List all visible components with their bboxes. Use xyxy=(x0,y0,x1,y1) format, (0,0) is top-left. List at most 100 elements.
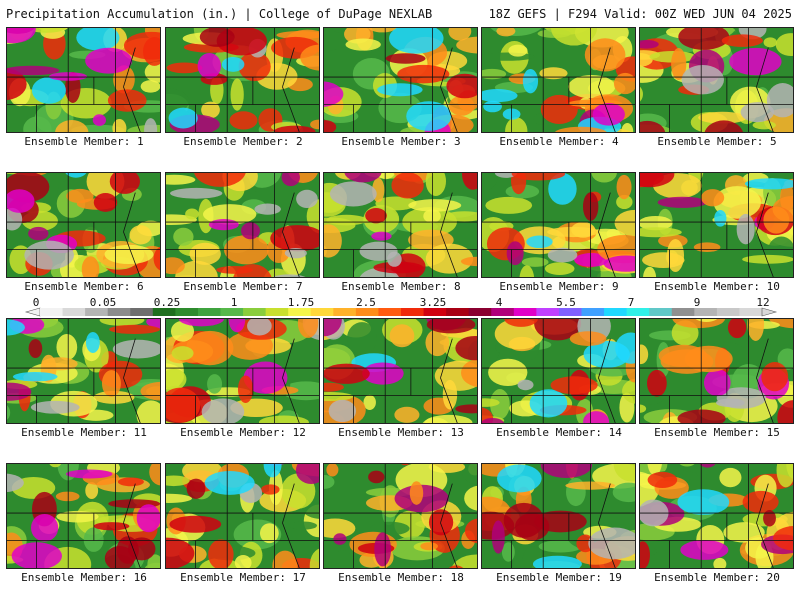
precip-field xyxy=(7,173,160,277)
colorbar-max-arrow xyxy=(761,307,778,317)
colorbar-tick-label: 2.5 xyxy=(356,296,376,309)
colorbar-swatch xyxy=(401,308,424,316)
run-info: 18Z GEFS | F294 Valid: 00Z WED JUN 04 20… xyxy=(488,7,792,21)
colorbar-tick-label: 5.5 xyxy=(556,296,576,309)
ensemble-map-4 xyxy=(481,27,636,133)
colorbar-swatch xyxy=(604,308,628,316)
ensemble-map-15 xyxy=(639,318,794,424)
colorbar-swatch xyxy=(491,308,515,316)
precip-field xyxy=(640,464,793,568)
colorbar-swatch xyxy=(265,308,289,316)
colorbar-tick-label: 7 xyxy=(628,296,635,309)
colorbar-tick-label: 12 xyxy=(756,296,769,309)
precip-field xyxy=(7,319,160,423)
colorbar-swatch xyxy=(649,308,673,316)
ensemble-member-label: Ensemble Member: 13 xyxy=(338,426,464,439)
ensemble-member-label: Ensemble Member: 14 xyxy=(496,426,622,439)
precip-field xyxy=(482,173,635,277)
precip-field xyxy=(324,319,477,423)
precip-field xyxy=(640,173,793,277)
precip-field xyxy=(7,464,160,568)
colorbar-svg: 0 0.05 0.25 1 1.75 2.5 3.25 4 5.5 7 9 12 xyxy=(24,296,778,317)
ensemble-member-label: Ensemble Member: 12 xyxy=(180,426,306,439)
colorbar-tick-label: 1.75 xyxy=(288,296,315,309)
ensemble-map-10 xyxy=(639,172,794,278)
colorbar-swatch xyxy=(378,308,402,316)
ensemble-map-17 xyxy=(165,463,320,569)
colorbar-swatch xyxy=(243,308,267,316)
colorbar-min-arrow xyxy=(24,307,41,317)
colorbar-swatch xyxy=(536,308,560,316)
page-header: Precipitation Accumulation (in.) | Colle… xyxy=(0,0,800,24)
ensemble-map-6 xyxy=(6,172,161,278)
colorbar-tick-label: 0.25 xyxy=(154,296,181,309)
colorbar-swatch xyxy=(152,308,176,316)
colorbar-tick-label: 0 xyxy=(33,296,40,309)
ensemble-member-label: Ensemble Member: 17 xyxy=(180,571,306,584)
colorbar-swatch xyxy=(694,308,718,316)
precip-field xyxy=(482,464,635,568)
colorbar-swatch xyxy=(40,308,63,316)
ensemble-member-label: Ensemble Member: 2 xyxy=(183,135,303,148)
colorbar-swatch xyxy=(310,308,334,316)
ensemble-member-label: Ensemble Member: 10 xyxy=(654,280,780,293)
colorbar-swatch xyxy=(671,308,695,316)
ensemble-map-8 xyxy=(323,172,478,278)
colorbar-swatch xyxy=(739,308,763,316)
precip-field xyxy=(640,319,793,423)
precip-field xyxy=(324,173,477,277)
colorbar-swatch xyxy=(220,308,244,316)
colorbar-swatch xyxy=(197,308,221,316)
ensemble-member-label: Ensemble Member: 16 xyxy=(21,571,147,584)
precip-field xyxy=(482,319,635,423)
colorbar-swatch xyxy=(130,308,154,316)
precip-field xyxy=(640,28,793,132)
ensemble-member-label: Ensemble Member: 9 xyxy=(499,280,619,293)
colorbar-swatch xyxy=(513,308,537,316)
precip-field xyxy=(324,28,477,132)
ensemble-member-label: Ensemble Member: 20 xyxy=(654,571,780,584)
colorbar-swatch xyxy=(716,308,740,316)
ensemble-member-label: Ensemble Member: 11 xyxy=(21,426,147,439)
precip-field xyxy=(166,464,319,568)
ensemble-member-label: Ensemble Member: 7 xyxy=(183,280,303,293)
colorbar-tick-label: 4 xyxy=(496,296,503,309)
ensemble-map-11 xyxy=(6,318,161,424)
ensemble-map-7 xyxy=(165,172,320,278)
colorbar-swatch xyxy=(423,308,447,316)
ensemble-map-1 xyxy=(6,27,161,133)
ensemble-member-label: Ensemble Member: 5 xyxy=(657,135,777,148)
ensemble-member-label: Ensemble Member: 4 xyxy=(499,135,619,148)
ensemble-map-12 xyxy=(165,318,320,424)
ensemble-map-3 xyxy=(323,27,478,133)
precip-field xyxy=(324,464,477,568)
colorbar-swatch xyxy=(468,308,492,316)
colorbar-swatch xyxy=(626,308,650,316)
ensemble-map-5 xyxy=(639,27,794,133)
ensemble-member-label: Ensemble Member: 8 xyxy=(341,280,461,293)
precip-field xyxy=(166,28,319,132)
ensemble-member-label: Ensemble Member: 15 xyxy=(654,426,780,439)
ensemble-map-19 xyxy=(481,463,636,569)
precip-field xyxy=(7,28,160,132)
precip-field xyxy=(166,173,319,277)
precip-field xyxy=(166,319,319,423)
colorbar-swatch xyxy=(288,308,312,316)
colorbar-swatch xyxy=(62,308,86,316)
colorbar-swatch xyxy=(175,308,199,316)
ensemble-map-13 xyxy=(323,318,478,424)
precip-field xyxy=(482,28,635,132)
ensemble-member-label: Ensemble Member: 19 xyxy=(496,571,622,584)
chart-title: Precipitation Accumulation (in.) | Colle… xyxy=(6,7,433,21)
colorbar-tick-label: 3.25 xyxy=(420,296,447,309)
colorbar-tick-label: 9 xyxy=(694,296,701,309)
colorbar-swatch xyxy=(333,308,357,316)
ensemble-map-2 xyxy=(165,27,320,133)
ensemble-map-16 xyxy=(6,463,161,569)
ensemble-map-14 xyxy=(481,318,636,424)
colorbar-swatch xyxy=(107,308,131,316)
ensemble-member-label: Ensemble Member: 1 xyxy=(24,135,144,148)
colorbar-swatch xyxy=(446,308,470,316)
colorbar-swatch xyxy=(581,308,605,316)
ensemble-map-18 xyxy=(323,463,478,569)
